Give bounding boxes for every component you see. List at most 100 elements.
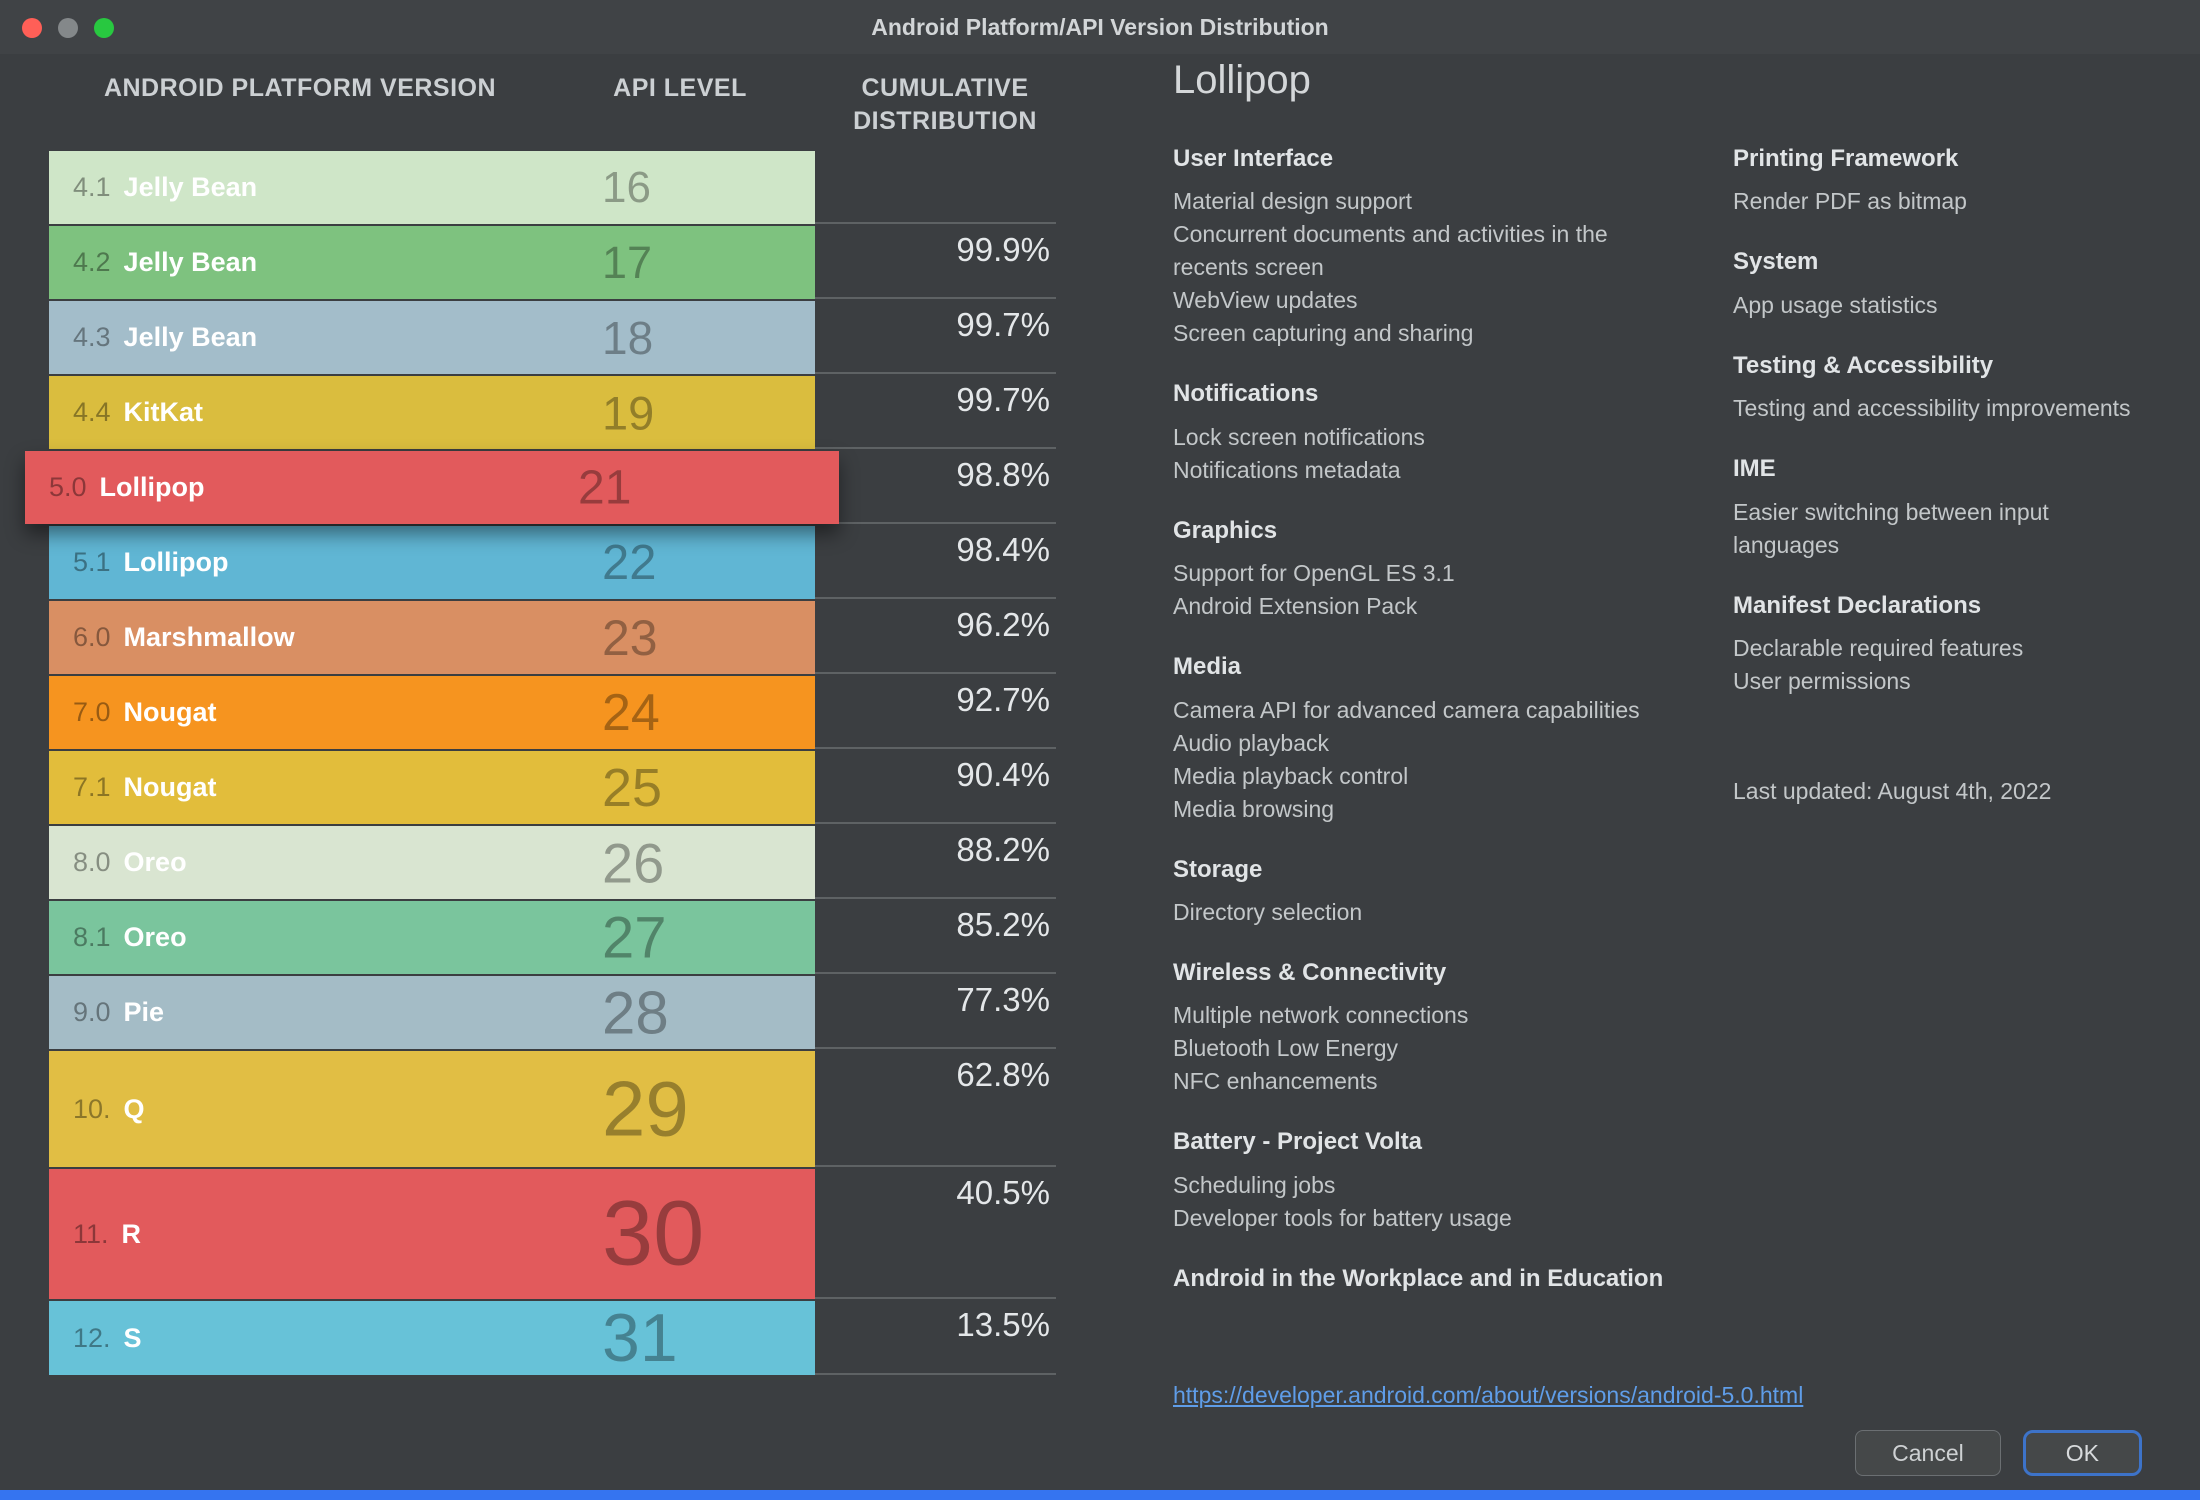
version-name: Nougat — [123, 772, 217, 802]
documentation-link[interactable]: https://developer.android.com/about/vers… — [1173, 1382, 1804, 1408]
feature-section-heading: Battery - Project Volta — [1173, 1128, 1422, 1156]
cumulative-distribution-value — [815, 151, 1056, 224]
feature-section-heading: Android in the Workplace and in Educatio… — [1173, 1264, 1664, 1292]
version-name: Lollipop — [99, 472, 205, 502]
feature-item: User permissions — [1733, 667, 1911, 694]
version-label: 9.0 Pie — [49, 997, 164, 1028]
api-level-number: 28 — [602, 979, 669, 1046]
cumulative-distribution-value: 96.2% — [815, 601, 1056, 674]
version-number: 8.1 — [73, 922, 111, 952]
version-name: R — [121, 1218, 142, 1249]
version-number: 6.0 — [73, 622, 111, 652]
features-column-left: User Interface Material design support Con… — [1173, 139, 1678, 1305]
feature-section-heading: Manifest Declarations — [1733, 591, 1982, 619]
cumulative-distribution-value: 85.2% — [815, 901, 1056, 974]
version-label: 5.0 Lollipop — [25, 472, 205, 503]
version-bar-22[interactable]: 5.1 Lollipop 22 — [49, 526, 815, 599]
feature-section-heading: Wireless & Connectivity — [1173, 958, 1447, 986]
version-name: Nougat — [123, 697, 217, 727]
feature-item: Camera API for advanced camera capabilit… — [1173, 696, 1640, 723]
api-level-number: 21 — [578, 461, 632, 514]
cancel-button[interactable]: Cancel — [1855, 1430, 2001, 1476]
table-row: 5.1 Lollipop 22 98.4% — [49, 526, 1056, 599]
table-row: 11. R 30 40.5% — [49, 1169, 1056, 1299]
feature-item: WebView updates — [1173, 287, 1358, 314]
version-bar-25[interactable]: 7.1 Nougat 25 — [49, 751, 815, 824]
feature-columns: User Interface Material design support Con… — [1173, 139, 2183, 1305]
api-level-number: 27 — [602, 905, 667, 970]
version-number: 4.1 — [73, 172, 111, 202]
version-label: 4.2 Jelly Bean — [49, 247, 257, 278]
api-level-number: 18 — [602, 311, 654, 364]
api-level-number: 19 — [602, 386, 655, 439]
version-bar-27[interactable]: 8.1 Oreo 27 — [49, 901, 815, 974]
minimize-button[interactable] — [58, 18, 78, 38]
api-level-number: 24 — [602, 683, 660, 742]
close-button[interactable] — [22, 18, 42, 38]
feature-item: Media playback control — [1173, 762, 1409, 789]
version-name: Jelly Bean — [123, 322, 258, 352]
table-row: 4.2 Jelly Bean 17 99.9% — [49, 226, 1056, 299]
cumulative-distribution-value: 92.7% — [815, 676, 1056, 749]
version-label: 12. S — [49, 1323, 142, 1354]
version-number: 7.0 — [73, 697, 111, 727]
version-bar-18[interactable]: 4.3 Jelly Bean 18 — [49, 301, 815, 374]
version-name: Jelly Bean — [123, 172, 258, 202]
feature-item: NFC enhancements — [1173, 1068, 1378, 1095]
column-header-cumulative-distribution: Cumulative Distribution — [853, 74, 1037, 135]
feature-item: Scheduling jobs — [1173, 1171, 1336, 1198]
table-row: 4.4 KitKat 19 99.7% — [49, 376, 1056, 449]
version-number: 4.2 — [73, 247, 111, 277]
feature-section-heading: Media — [1173, 653, 1242, 681]
feature-item: Android Extension Pack — [1173, 593, 1418, 620]
version-bar-24[interactable]: 7.0 Nougat 24 — [49, 676, 815, 749]
feature-item: Media browsing — [1173, 795, 1335, 822]
api-level-number: 31 — [602, 1300, 678, 1376]
version-number: 5.1 — [73, 547, 111, 577]
version-bar-31[interactable]: 12. S 31 — [49, 1300, 815, 1376]
cumulative-distribution-value: 99.9% — [815, 226, 1056, 299]
last-updated: Last updated: August 4th, 2022 — [1733, 777, 2052, 804]
zoom-button[interactable] — [94, 18, 114, 38]
version-label: 4.1 Jelly Bean — [49, 172, 257, 203]
version-bar-30[interactable]: 11. R 30 — [49, 1169, 815, 1299]
version-label: 8.1 Oreo — [49, 922, 187, 953]
table-row: 9.0 Pie 28 77.3% — [49, 976, 1056, 1049]
version-name: Oreo — [123, 847, 187, 877]
details-panel: Lollipop User Interface Material design s… — [1173, 58, 2183, 1305]
version-label: 4.4 KitKat — [49, 397, 203, 428]
cumulative-distribution-value: 88.2% — [815, 826, 1056, 899]
feature-section-heading: Graphics — [1173, 516, 1278, 544]
version-label: 4.3 Jelly Bean — [49, 322, 257, 353]
version-bar-26[interactable]: 8.0 Oreo 26 — [49, 826, 815, 899]
version-name: KitKat — [123, 397, 204, 427]
version-bar-21[interactable]: 5.0 Lollipop 21 — [25, 451, 839, 524]
version-name: Jelly Bean — [123, 247, 258, 277]
api-level-number: 23 — [602, 609, 658, 666]
version-bar-29[interactable]: 10. Q 29 — [49, 1051, 815, 1167]
window-title: Android Platform/API Version Distributio… — [871, 14, 1329, 40]
cumulative-distribution-value: 99.7% — [815, 301, 1056, 374]
feature-item: Concurrent documents and activities in t… — [1173, 221, 1608, 281]
version-label: 7.1 Nougat — [49, 772, 217, 803]
cumulative-distribution-value: 98.8% — [839, 451, 1056, 524]
version-label: 6.0 Marshmallow — [49, 622, 295, 653]
feature-section-heading: Notifications — [1173, 380, 1319, 408]
feature-item: Easier switching between input languages — [1733, 498, 2049, 558]
cumulative-distribution-value: 40.5% — [815, 1169, 1056, 1299]
cumulative-distribution-value: 90.4% — [815, 751, 1056, 824]
version-name: Q — [123, 1093, 145, 1124]
table-row: 7.0 Nougat 24 92.7% — [49, 676, 1056, 749]
version-name: Oreo — [123, 922, 187, 952]
version-bar-23[interactable]: 6.0 Marshmallow 23 — [49, 601, 815, 674]
version-bar-17[interactable]: 4.2 Jelly Bean 17 — [49, 226, 815, 299]
ok-button[interactable]: OK — [2022, 1430, 2142, 1476]
version-number: 7.1 — [73, 772, 111, 802]
version-bar-28[interactable]: 9.0 Pie 28 — [49, 976, 815, 1049]
feature-section-heading: Printing Framework — [1733, 145, 1959, 172]
version-number: 8.0 — [73, 847, 111, 877]
version-bar-16[interactable]: 4.1 Jelly Bean 16 — [49, 151, 815, 224]
titlebar: Android Platform/API Version Distributio… — [0, 0, 2200, 54]
version-table-body: 4.1 Jelly Bean 16 4.2 Jelly Bean 17 99.9% 4.3 Je… — [25, 151, 1056, 1377]
version-bar-19[interactable]: 4.4 KitKat 19 — [49, 376, 815, 449]
